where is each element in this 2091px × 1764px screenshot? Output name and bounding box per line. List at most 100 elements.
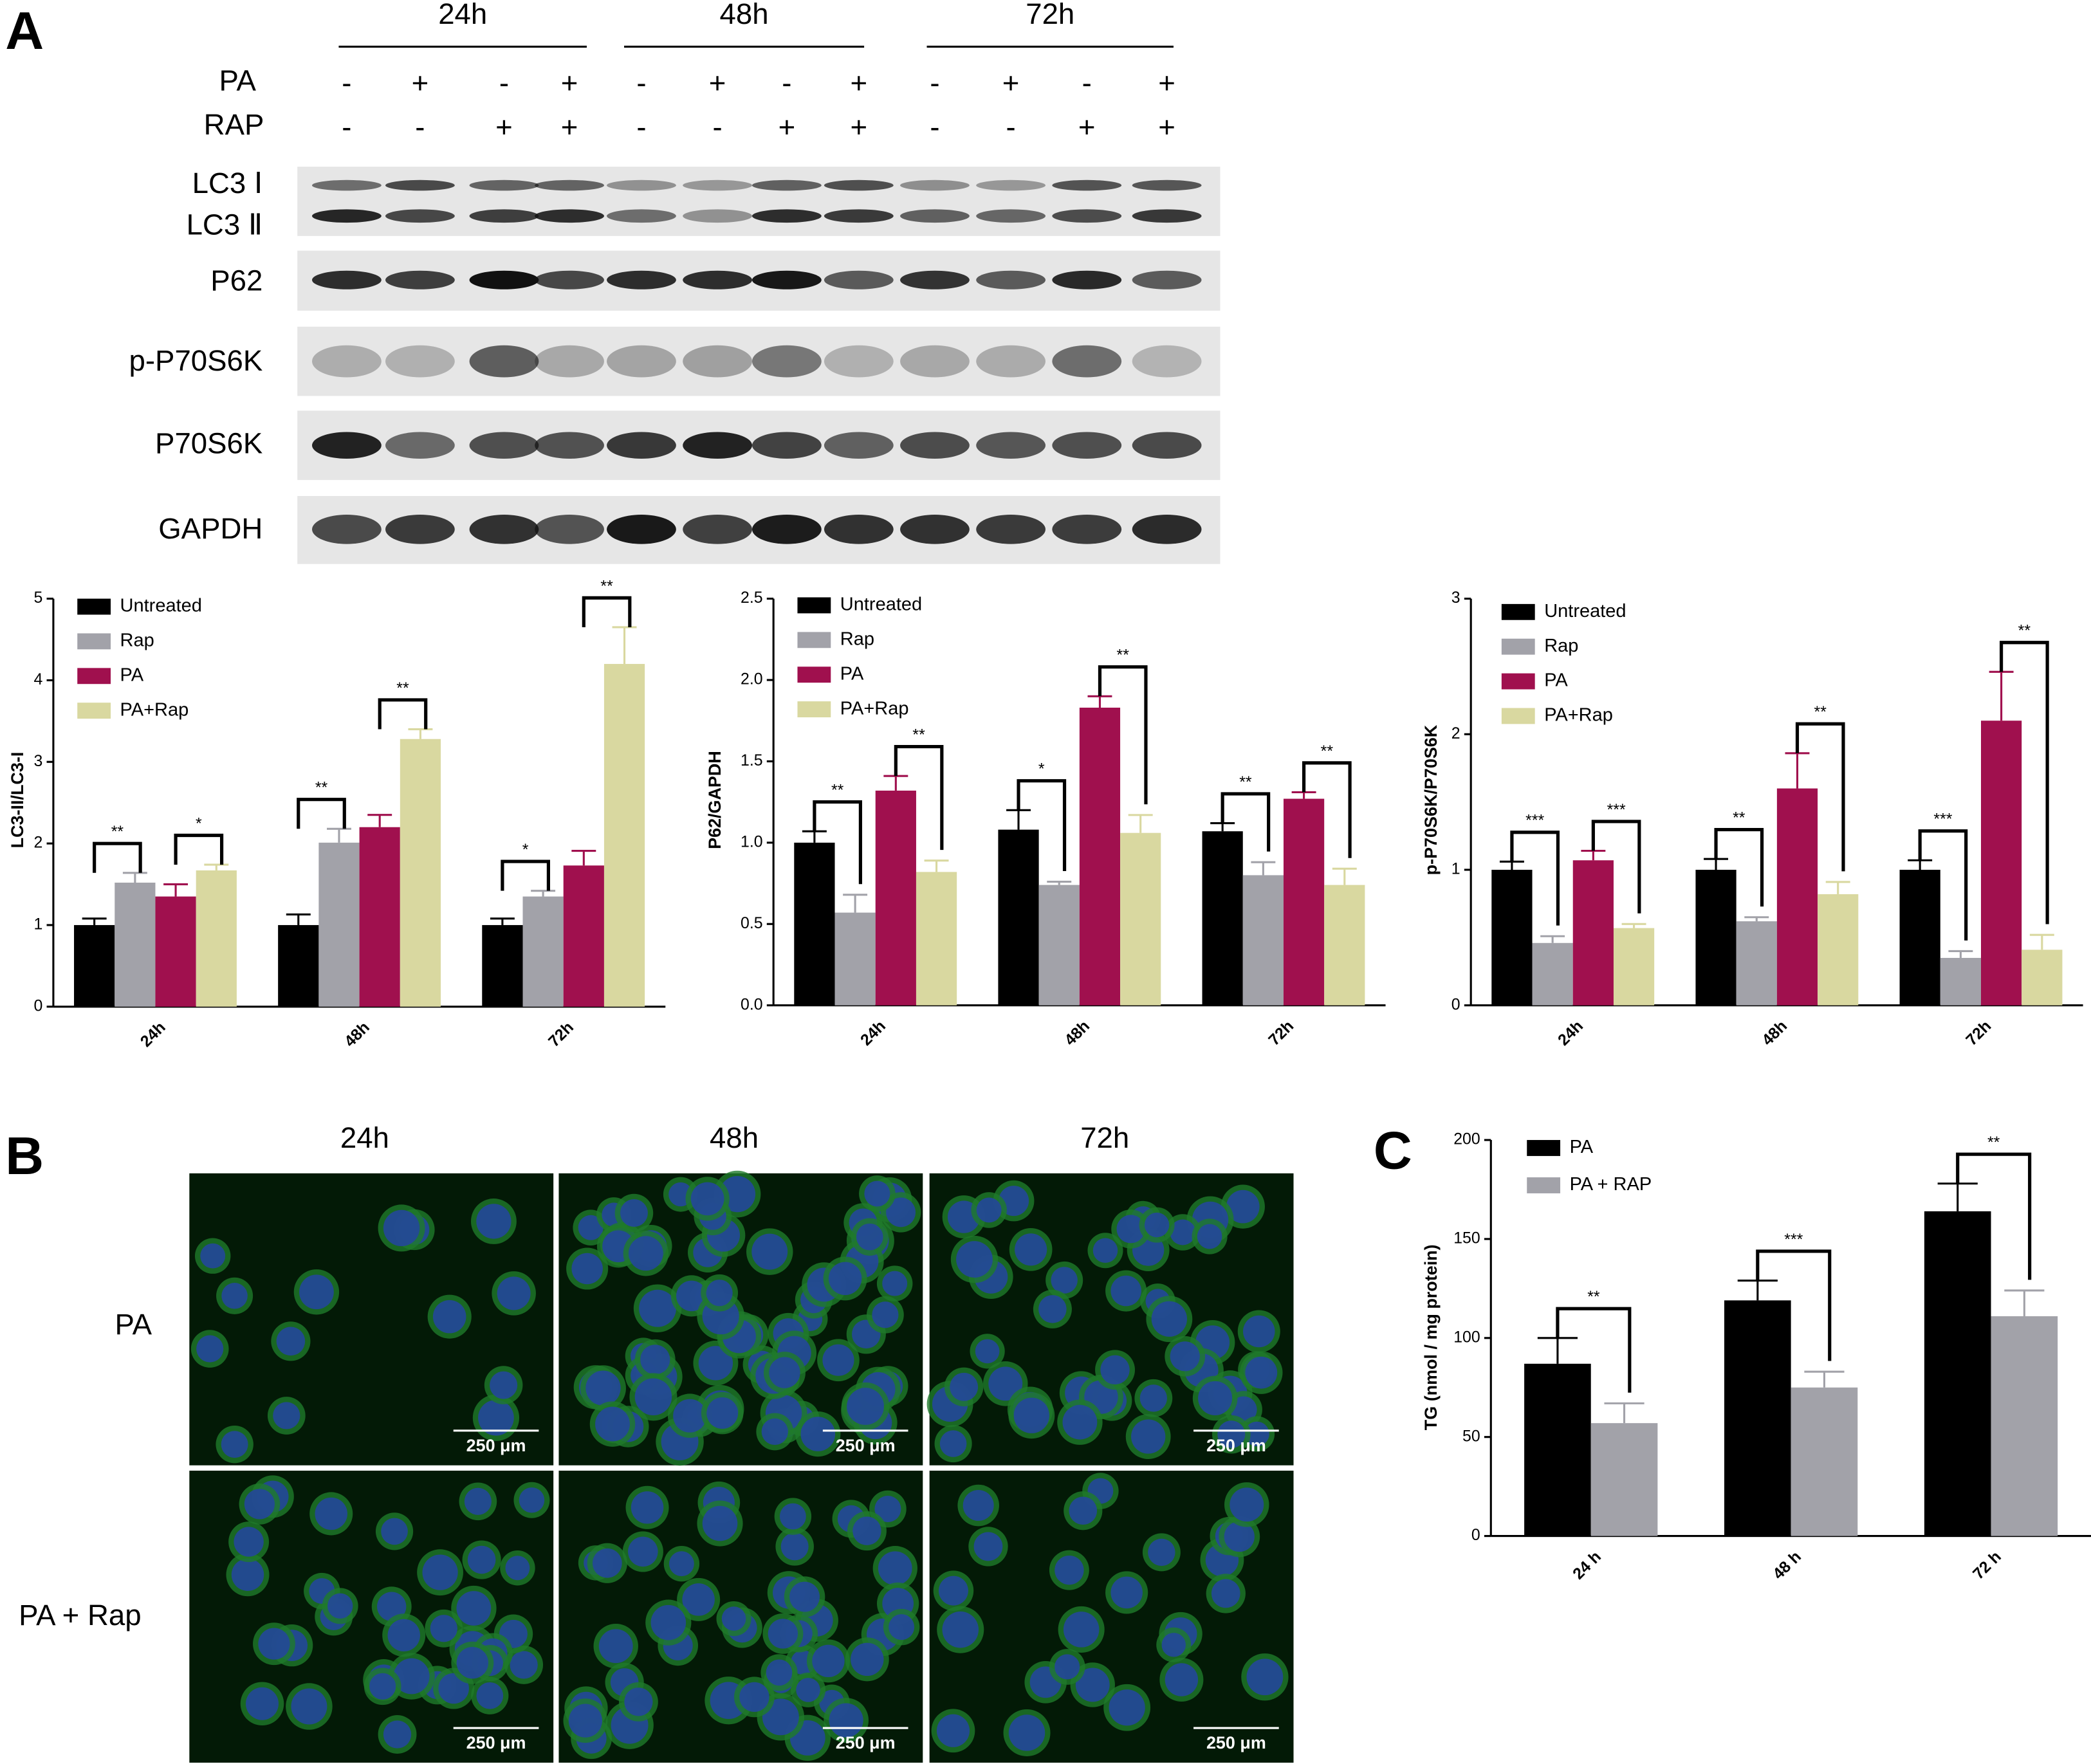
row-label: PA: [115, 1308, 152, 1341]
micrograph: 250 μm: [926, 1173, 1294, 1465]
bar: [1981, 721, 2022, 1006]
legend-label: PA+Rap: [120, 699, 189, 720]
significance-bracket: **: [297, 779, 346, 829]
treatment-sign: -: [1006, 111, 1016, 143]
treatment-sign: -: [499, 67, 509, 100]
bracket-line: [1795, 722, 1845, 872]
nucleus: [476, 1204, 511, 1239]
protein-label: P62: [210, 264, 263, 297]
blot-band: [312, 270, 382, 289]
scale-bar-label: 250 μm: [1206, 1436, 1266, 1455]
blot-band: [752, 209, 822, 223]
blot-band: [976, 179, 1046, 191]
significance-bracket: **: [2000, 622, 2049, 924]
significance-bracket: **: [813, 782, 863, 885]
error-bar: [612, 626, 637, 665]
nucleus: [1008, 1714, 1046, 1751]
nucleus: [291, 1688, 327, 1725]
nucleus: [988, 1366, 1023, 1401]
nucleus: [381, 1518, 408, 1545]
scale-bar-label: 250 μm: [1206, 1733, 1266, 1752]
blot-band: [312, 515, 382, 544]
significance-bracket: **: [1221, 773, 1271, 852]
bracket-line: [1510, 831, 1560, 926]
y-tick-label: 2.5: [741, 589, 763, 607]
treatment-sign: +: [778, 111, 796, 143]
significance-label: **: [912, 726, 925, 744]
y-tick-label: 0: [33, 997, 42, 1015]
bar: [196, 870, 237, 1007]
treatment-label: RAP: [204, 108, 264, 141]
legend-swatch: [1501, 603, 1535, 620]
nucleus: [234, 1527, 264, 1557]
treatment-sign: -: [636, 111, 646, 143]
nucleus: [800, 1417, 836, 1451]
panel-label: A: [5, 1, 44, 60]
time-label: 24h: [438, 0, 487, 30]
nucleus: [864, 1181, 890, 1207]
legend-swatch: [77, 633, 111, 650]
nucleus: [476, 1682, 504, 1709]
bar: [1283, 798, 1325, 1006]
legend-swatch: [1501, 673, 1535, 690]
blot-band: [1052, 432, 1122, 459]
nucleus: [1110, 1275, 1141, 1307]
blot-band: [469, 345, 539, 378]
blot-band: [312, 432, 382, 459]
nucleus: [702, 1505, 738, 1541]
nucleus: [698, 1346, 733, 1381]
nucleus: [1170, 1219, 1196, 1245]
bracket-line: [1591, 820, 1641, 914]
legend-label: PA+Rap: [840, 698, 909, 719]
bar: [1736, 921, 1777, 1006]
nucleus: [761, 1418, 788, 1446]
nucleus: [676, 1280, 707, 1312]
significance-label: *: [522, 841, 529, 859]
legend-swatch: [797, 597, 831, 614]
significance-bracket: ***: [1756, 1231, 1832, 1361]
bar: [1991, 1316, 2058, 1536]
y-tick-label: 1.5: [741, 751, 763, 769]
y-tick-label: 2.0: [741, 670, 763, 688]
nucleus: [1230, 1487, 1264, 1522]
nucleus: [1245, 1356, 1278, 1389]
blot-band: [385, 270, 455, 289]
bar: [522, 896, 564, 1007]
bar: [115, 882, 156, 1007]
nucleus: [1246, 1658, 1284, 1696]
nucleus: [505, 1556, 530, 1581]
bar: [834, 912, 876, 1006]
bracket-line: [1918, 829, 1968, 941]
significance-label: **: [831, 782, 844, 800]
y-tick-label: 50: [1462, 1427, 1480, 1445]
treatment-sign: +: [561, 67, 578, 100]
nucleus: [510, 1651, 538, 1679]
blot-band: [607, 432, 676, 459]
nucleus: [939, 1430, 967, 1457]
nucleus: [1038, 1295, 1067, 1323]
blot-band: [535, 345, 604, 378]
blot-band: [607, 345, 676, 378]
scale-bar-label: 250 μm: [466, 1733, 526, 1752]
nucleus: [766, 1659, 793, 1686]
error-bar: [122, 872, 147, 883]
blot-band: [976, 209, 1046, 223]
nucleus: [1151, 1301, 1187, 1337]
nucleus: [956, 1241, 993, 1278]
bracket-line: [501, 859, 550, 891]
legend-swatch: [797, 701, 831, 718]
nucleus: [828, 1262, 862, 1296]
blot-band: [312, 179, 382, 191]
nucleus: [196, 1335, 224, 1363]
y-tick-label: 150: [1453, 1229, 1480, 1247]
nucleus: [874, 1496, 901, 1523]
bar: [1818, 894, 1859, 1006]
treatment-sign: -: [1082, 67, 1092, 100]
nucleus: [592, 1548, 622, 1578]
error-bar: [163, 883, 189, 897]
nucleus: [942, 1611, 979, 1648]
legend-label: Rap: [120, 630, 154, 651]
significance-bracket: **: [1956, 1134, 2032, 1280]
treatment-sign: +: [851, 67, 868, 100]
blot-band: [900, 432, 970, 459]
